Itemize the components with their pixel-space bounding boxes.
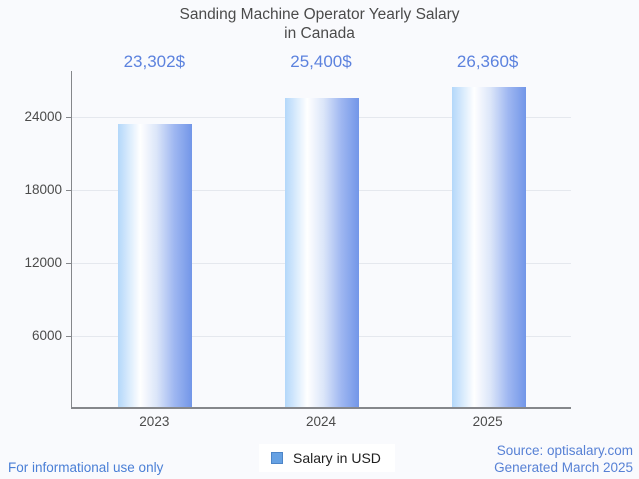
bar-2023[interactable]: [118, 123, 193, 407]
chart-title-line2: in Canada: [284, 25, 355, 42]
footer-disclaimer: For informational use only: [8, 460, 164, 475]
x-axis-label-2025: 2025: [472, 414, 503, 429]
y-tick-mark: [66, 117, 71, 119]
x-axis-label-2024: 2024: [305, 414, 337, 429]
legend-label: Salary in USD: [293, 450, 381, 466]
footer-generated: Generated March 2025: [494, 460, 633, 475]
bar-2024[interactable]: [285, 98, 359, 407]
value-label-2025: 26,360$: [456, 52, 519, 71]
legend-swatch-icon: [271, 452, 283, 464]
y-tick-mark: [66, 190, 71, 192]
y-tick-mark: [66, 336, 71, 338]
y-tick-label-18000: 18000: [24, 182, 62, 198]
y-tick-label-24000: 24000: [24, 109, 62, 125]
legend: Salary in USD: [259, 444, 395, 472]
chart-title-line1: Sanding Machine Operator Yearly Salary: [179, 6, 460, 23]
value-label-2023: 23,302$: [123, 52, 186, 71]
footer-source-block: Source: optisalary.com Generated March 2…: [494, 442, 633, 476]
y-tick-mark: [66, 263, 71, 265]
bar-2025[interactable]: [451, 86, 526, 407]
plot-area: [66, 71, 571, 409]
y-tick-label-6000: 6000: [31, 328, 62, 344]
value-label-2024: 25,400$: [290, 52, 352, 71]
y-tick-label-12000: 12000: [24, 255, 62, 271]
footer-source: Source: optisalary.com: [496, 443, 633, 458]
x-axis-label-2023: 2023: [139, 414, 170, 429]
chart-title: Sanding Machine Operator Yearly Salary i…: [0, 5, 639, 43]
